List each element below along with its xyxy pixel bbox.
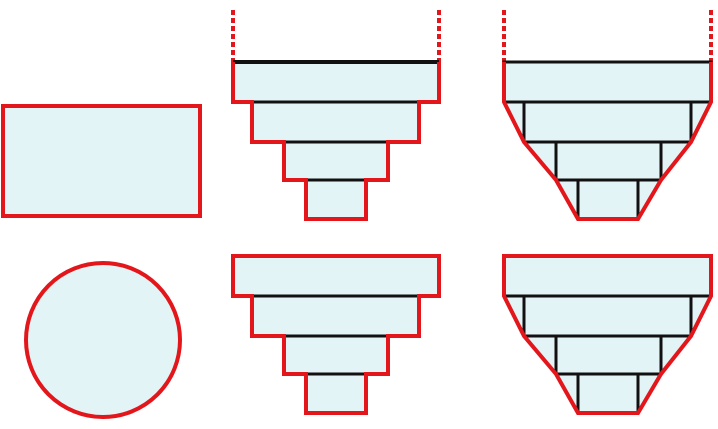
step-tier-1 [233, 62, 439, 102]
tapered-stack-open-top [502, 10, 713, 221]
stepped-boundary [231, 62, 441, 221]
tapered-boundary [502, 254, 713, 415]
rectangle-shape [1, 104, 202, 218]
circle-body [24, 261, 182, 419]
step-tier-2 [252, 296, 419, 336]
step-tier-3 [284, 336, 388, 374]
circle-shape [24, 261, 182, 419]
tapered-steps [502, 60, 713, 221]
rectangle-body [1, 104, 202, 218]
tapered-boundary [502, 62, 713, 221]
step-tier-4 [306, 180, 366, 219]
step-tier-3 [284, 142, 388, 180]
step-tier-4 [306, 374, 366, 413]
tapered-stack-closed [502, 254, 713, 415]
step-tier-1 [233, 256, 439, 296]
step-tier-2 [252, 102, 419, 142]
stepped-stack-closed [231, 254, 441, 415]
stepped-boundary [231, 254, 441, 415]
stepped-stack-open-top [231, 10, 441, 221]
